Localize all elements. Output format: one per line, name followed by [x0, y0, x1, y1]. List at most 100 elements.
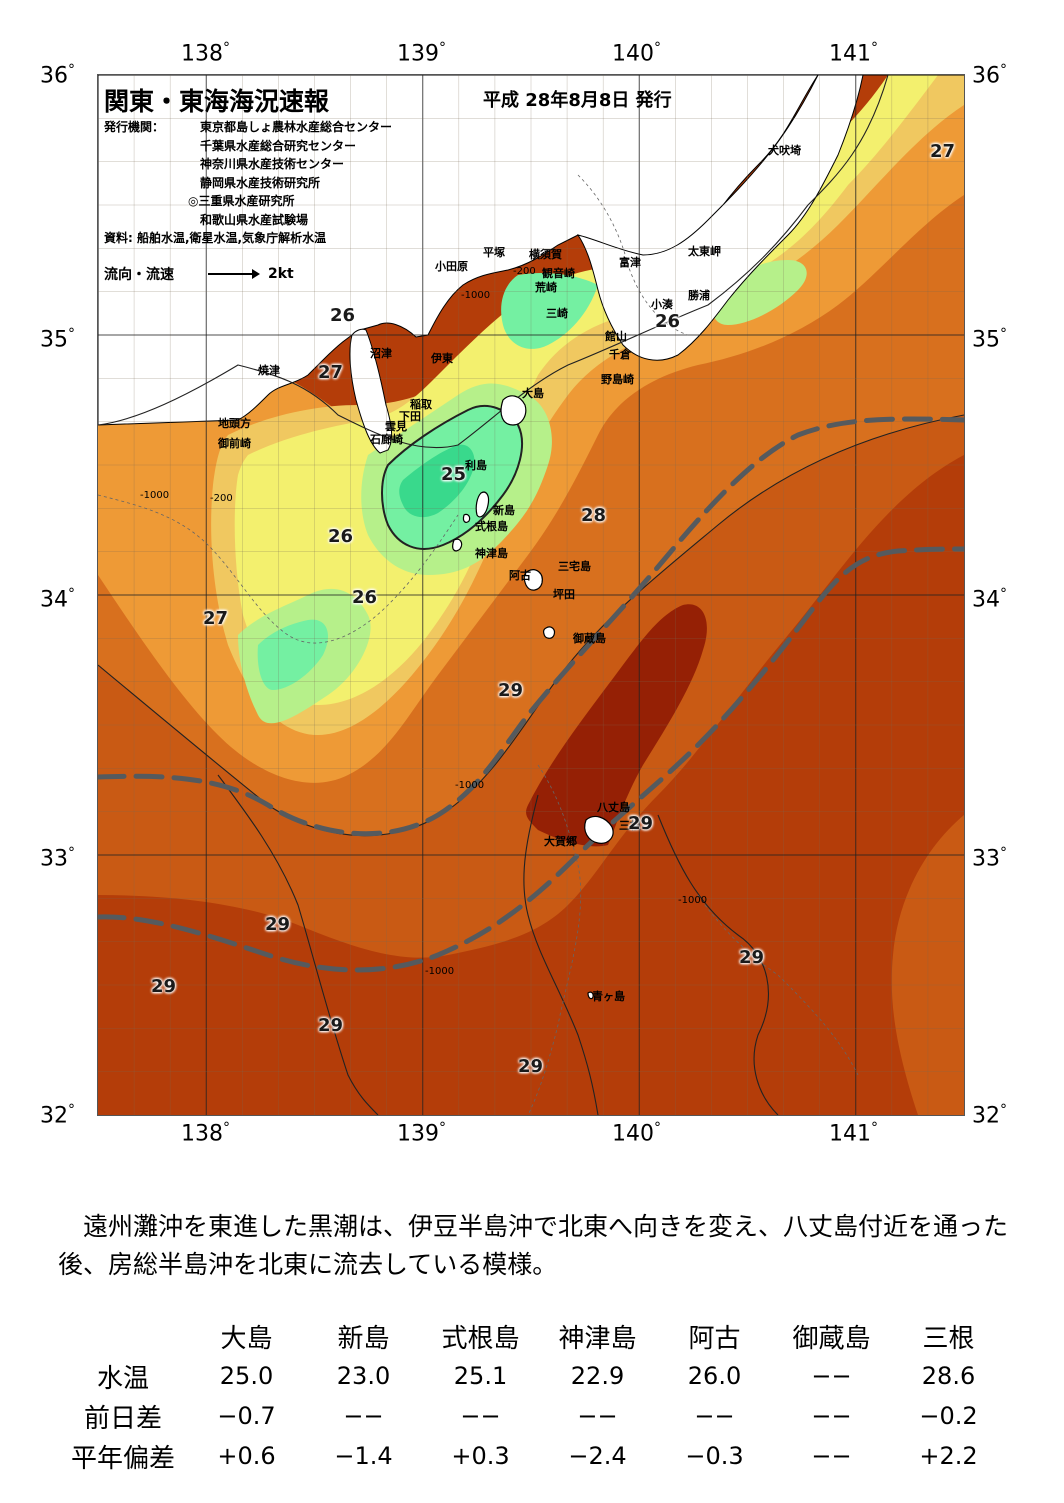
temperature-label: 29 — [628, 813, 654, 834]
zone-25-5 — [238, 260, 807, 724]
issuer-line: ◎三重県水産研究所 — [188, 194, 295, 208]
temperature-label: 29 — [151, 976, 177, 997]
issuer-block: 発行機関： 東京都島しょ農林水産総合センター 千葉県水産総合研究センター 神奈川県… — [104, 118, 392, 248]
place-label: 利島 — [465, 459, 487, 472]
temperature-label: 27 — [203, 608, 229, 629]
depth-contour — [527, 764, 582, 1115]
place-label: 御前崎 — [218, 437, 251, 450]
place-label: 大島 — [522, 387, 544, 400]
row-label: 平年偏差 — [70, 1443, 175, 1474]
place-label: 坪田 — [553, 588, 575, 601]
island-mikurajima — [543, 626, 556, 639]
temperature-label: 29 — [318, 1015, 344, 1036]
lon-label-139-top: 139° — [397, 40, 446, 67]
place-label: 石廊崎 — [370, 433, 403, 446]
map-canvas — [98, 75, 964, 1115]
table-row: 平年偏差 +0.6 −1.4 +0.3 −2.4 −0.3 −− +2.2 — [58, 1436, 1007, 1476]
lon-label-138-bottom: 138° — [181, 1120, 230, 1147]
place-label: 雲見 — [385, 420, 407, 433]
arrow-icon — [208, 269, 260, 279]
place-label: 野島崎 — [601, 373, 634, 386]
report-title: 関東・東海海況速報 — [104, 87, 330, 116]
land-boso — [576, 75, 864, 361]
station-header: 式根島 — [441, 1323, 520, 1354]
island-aogashima — [587, 991, 594, 1000]
station-header: 御蔵島 — [792, 1323, 871, 1354]
table-cell: −− — [811, 1402, 852, 1430]
current-legend-speed: 2kt — [268, 266, 294, 282]
depth-label: -1000 — [678, 895, 708, 906]
place-label: 横須賀 — [529, 248, 562, 261]
station-header: 阿古 — [688, 1323, 741, 1354]
table-cell: +2.2 — [919, 1442, 978, 1470]
place-label: 伊東 — [431, 352, 453, 365]
table-corner — [58, 1316, 188, 1356]
isotherm-line — [98, 414, 964, 837]
current-legend-label: 流向・流速 — [104, 267, 174, 283]
place-label: 八丈島 — [597, 801, 630, 814]
row-label: 前日差 — [83, 1403, 162, 1434]
island-oshima — [500, 395, 527, 426]
table-cell: −0.2 — [919, 1402, 978, 1430]
place-label: 小田原 — [435, 260, 468, 273]
lat-label-35-left: 35° — [40, 326, 75, 353]
table-cell: −− — [811, 1362, 852, 1390]
lat-label-32-right: 32° — [972, 1102, 1007, 1129]
depth-label: -200 — [513, 266, 536, 277]
sea-temperature-map — [97, 74, 965, 1116]
table-cell: −− — [694, 1402, 735, 1430]
place-label: 三宅島 — [558, 560, 591, 573]
island-miyakejima — [523, 569, 543, 591]
temperature-label: 27 — [930, 141, 956, 162]
table-cell: −− — [811, 1442, 852, 1470]
issuer-line: 和歌山県水産試験場 — [200, 212, 309, 227]
station-header: 大島 — [220, 1323, 273, 1354]
place-label: 平塚 — [483, 246, 505, 259]
table-cell: 23.0 — [336, 1362, 391, 1390]
place-label: 阿古 — [509, 569, 531, 582]
place-label: 富津 — [619, 256, 641, 269]
islands — [452, 395, 614, 1000]
issuer-line: 静岡県水産技術研究所 — [200, 175, 321, 190]
place-label: 太東岬 — [688, 245, 721, 258]
zone-28-5 — [98, 415, 964, 1115]
place-label: 観音崎 — [542, 267, 575, 280]
row-label: 水温 — [96, 1363, 149, 1394]
graticule — [98, 75, 964, 1115]
lat-label-32-left: 32° — [40, 1102, 75, 1129]
place-label: 大賀郷 — [544, 835, 577, 848]
table-cell: +0.3 — [451, 1442, 510, 1470]
lon-label-141-top: 141° — [829, 40, 878, 67]
place-label: 青ヶ島 — [592, 990, 625, 1003]
temperature-label: 29 — [265, 914, 291, 935]
table-cell: 26.0 — [687, 1362, 742, 1390]
lat-label-33-left: 33° — [40, 845, 75, 872]
table-cell: 28.6 — [921, 1362, 976, 1390]
depth-label: -1000 — [461, 290, 491, 301]
lon-label-139-bottom: 139° — [397, 1120, 446, 1147]
isotherms — [98, 75, 964, 1115]
place-label: 御蔵島 — [573, 632, 606, 645]
isotherm-line — [98, 75, 889, 449]
place-label: 神津島 — [475, 547, 508, 560]
place-label: 犬吠埼 — [768, 144, 801, 157]
depth-label: -1000 — [425, 966, 455, 977]
kuroshio-axis-north — [98, 416, 964, 837]
data-sources: 資料: 船舶水温,衛星水温,気象庁解析水温 — [104, 231, 327, 245]
observation-table: 大島 新島 式根島 神津島 阿古 御蔵島 三根 水温 25.0 23.0 25.… — [58, 1316, 1007, 1476]
place-label: 新島 — [493, 504, 515, 517]
table-cell: 25.0 — [219, 1362, 274, 1390]
place-label: 稲取 — [410, 398, 432, 411]
depth-label: -1000 — [455, 780, 485, 791]
place-label: 小湊 — [651, 298, 673, 311]
table-row: 前日差 −0.7 −− −− −− −− −− −0.2 — [58, 1396, 1007, 1436]
issuer-line: 神奈川県水産技術センター — [200, 157, 345, 171]
lat-label-36-left: 36° — [40, 62, 75, 89]
temperature-label: 26 — [655, 311, 681, 332]
table-cell: −1.4 — [334, 1442, 393, 1470]
temperature-label: 25 — [441, 464, 467, 485]
zone-29-5 — [526, 604, 707, 847]
place-label: 荒崎 — [535, 281, 557, 294]
place-label: 焼津 — [258, 364, 280, 377]
